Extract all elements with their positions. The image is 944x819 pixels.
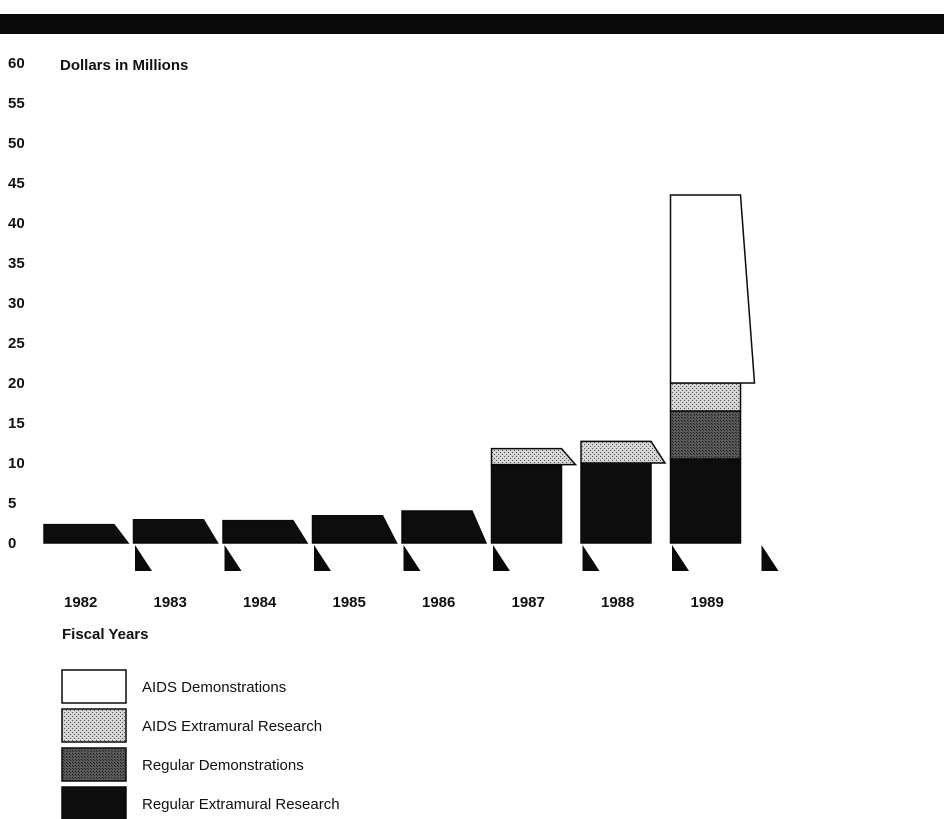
legend-label: Regular Demonstrations bbox=[142, 757, 304, 774]
y-tick-label: 5 bbox=[8, 495, 16, 512]
bar-segment bbox=[669, 382, 742, 412]
x-tick-label: 1985 bbox=[333, 594, 366, 611]
y-tick-label: 25 bbox=[8, 335, 25, 352]
y-tick-label: 30 bbox=[8, 295, 25, 312]
legend-label: AIDS Demonstrations bbox=[142, 679, 286, 696]
bar-segment bbox=[401, 510, 488, 544]
y-tick-label: 60 bbox=[8, 55, 25, 72]
x-tick-label: 1989 bbox=[691, 594, 724, 611]
baseline-wedge bbox=[224, 545, 242, 571]
bar-segment bbox=[580, 440, 667, 464]
bar-segment bbox=[580, 462, 652, 544]
legend-swatch bbox=[61, 786, 127, 819]
x-tick-label: 1982 bbox=[64, 594, 97, 611]
y-tick-label: 35 bbox=[8, 255, 25, 272]
x-axis-label: Fiscal Years bbox=[62, 626, 148, 643]
y-tick-label: 45 bbox=[8, 175, 25, 192]
bars bbox=[43, 194, 756, 544]
baseline-wedge bbox=[493, 545, 510, 571]
y-tick-label: 50 bbox=[8, 135, 25, 152]
legend-label: AIDS Extramural Research bbox=[142, 718, 322, 735]
y-axis-ticks: 0 5 10 15 20 25 30 35 40 45 50 55 60 bbox=[8, 55, 25, 552]
bar-segment bbox=[669, 458, 742, 544]
legend-swatch bbox=[61, 747, 127, 782]
bar-segment bbox=[311, 515, 398, 544]
x-tick-label: 1987 bbox=[512, 594, 545, 611]
x-tick-label: 1986 bbox=[422, 594, 455, 611]
bar-segment bbox=[669, 194, 756, 384]
y-tick-label: 40 bbox=[8, 215, 25, 232]
baseline-wedge bbox=[761, 545, 779, 571]
y-tick-label: 55 bbox=[8, 95, 25, 112]
x-tick-label: 1988 bbox=[601, 594, 634, 611]
y-tick-label: 15 bbox=[8, 415, 25, 432]
legend-label: Regular Extramural Research bbox=[142, 796, 340, 813]
baseline-wedge bbox=[582, 545, 600, 571]
bar-segment bbox=[132, 519, 219, 544]
bar-segment bbox=[490, 463, 563, 544]
baseline-wedge bbox=[672, 545, 689, 571]
y-axis-label: Dollars in Millions bbox=[60, 57, 188, 74]
legend-swatch bbox=[61, 669, 127, 704]
legend-swatch bbox=[61, 708, 127, 743]
bar-segment bbox=[490, 447, 578, 466]
baseline-markers bbox=[135, 545, 779, 571]
top-banner bbox=[0, 14, 944, 34]
bar-segment bbox=[222, 519, 309, 544]
x-tick-label: 1984 bbox=[243, 594, 277, 611]
baseline-wedge bbox=[403, 545, 421, 571]
baseline-wedge bbox=[314, 545, 331, 571]
legend: AIDS Demonstrations AIDS Extramural Resea… bbox=[61, 669, 340, 819]
x-tick-label: 1983 bbox=[154, 594, 187, 611]
x-axis-ticks: 1982 1983 1984 1985 1986 1987 1988 1989 bbox=[64, 594, 724, 611]
y-tick-label: 10 bbox=[8, 455, 25, 472]
baseline-wedge bbox=[135, 545, 152, 571]
y-tick-label: 20 bbox=[8, 375, 25, 392]
bar-segment bbox=[43, 523, 130, 544]
y-tick-label: 0 bbox=[8, 535, 16, 552]
bar-segment bbox=[669, 410, 742, 460]
